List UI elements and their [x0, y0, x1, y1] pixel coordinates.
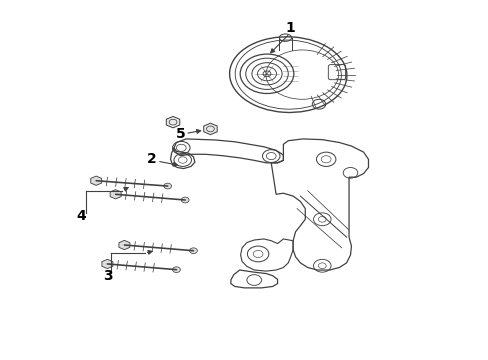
Circle shape [181, 197, 189, 203]
Polygon shape [91, 176, 102, 185]
Polygon shape [102, 259, 113, 269]
Text: 5: 5 [175, 127, 185, 141]
Circle shape [189, 248, 197, 253]
Text: 1: 1 [285, 21, 295, 35]
Polygon shape [110, 190, 121, 199]
Polygon shape [119, 240, 130, 249]
Circle shape [163, 183, 171, 189]
Text: 2: 2 [147, 152, 157, 166]
Text: 3: 3 [103, 269, 113, 283]
Text: 4: 4 [77, 209, 86, 223]
Circle shape [172, 267, 180, 273]
Polygon shape [166, 116, 180, 128]
Polygon shape [203, 123, 217, 135]
